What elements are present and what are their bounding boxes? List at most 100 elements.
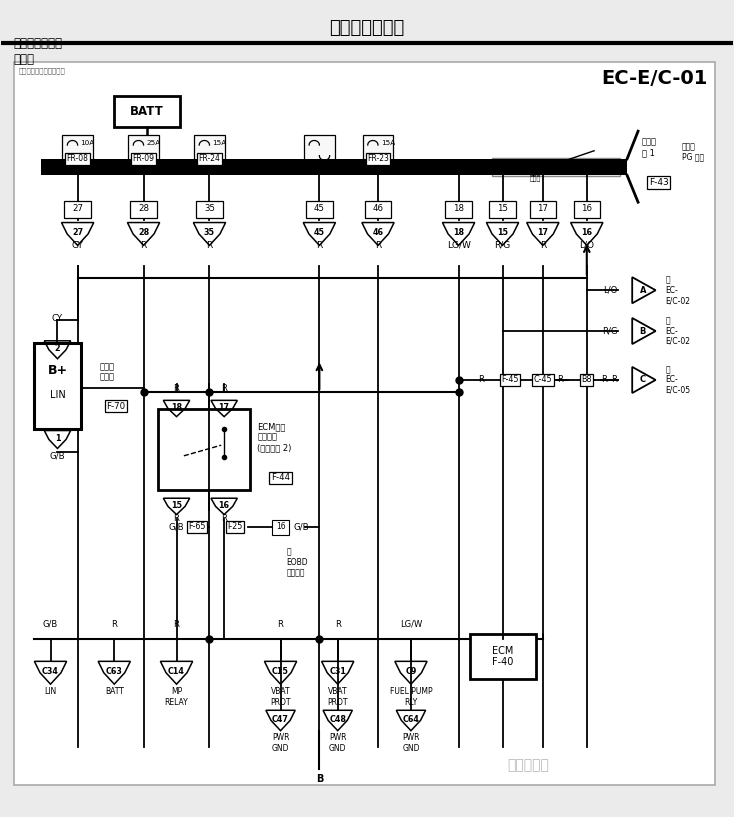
Text: ECM主电
源继电器
(继电器盒 2): ECM主电 源继电器 (继电器盒 2)	[257, 422, 291, 452]
Text: 18: 18	[453, 228, 464, 237]
Text: 25A: 25A	[147, 140, 161, 145]
Text: A: A	[639, 286, 646, 295]
Text: R: R	[221, 514, 227, 523]
Bar	[34, 343, 81, 429]
Text: 15A: 15A	[381, 140, 395, 145]
Bar	[115, 96, 180, 127]
Text: B: B	[639, 327, 646, 336]
Text: 35: 35	[204, 204, 215, 213]
Text: G/B: G/B	[294, 522, 309, 531]
Text: PWR
GND: PWR GND	[272, 733, 289, 752]
Text: 18: 18	[453, 204, 464, 213]
Text: C-45: C-45	[534, 376, 552, 385]
Text: B+: B+	[48, 364, 68, 377]
Text: B8: B8	[581, 376, 592, 385]
Text: R: R	[140, 241, 147, 250]
Text: L/O: L/O	[603, 286, 617, 295]
Bar	[446, 201, 472, 217]
Text: C34: C34	[42, 667, 59, 676]
Text: MP
RELAY: MP RELAY	[164, 687, 189, 707]
Text: GY: GY	[72, 241, 84, 250]
Bar	[530, 201, 556, 217]
Text: C63: C63	[106, 667, 123, 676]
Bar	[131, 201, 157, 217]
Text: R: R	[601, 376, 608, 385]
Text: 15: 15	[497, 228, 508, 237]
Text: G/B: G/B	[50, 452, 65, 461]
Text: I-25: I-25	[228, 522, 243, 531]
Text: G/B: G/B	[168, 522, 184, 531]
Text: 请参阅
PG 章节: 请参阅 PG 章节	[682, 142, 704, 161]
Bar	[196, 201, 222, 217]
Text: C15: C15	[272, 667, 289, 676]
Text: VBAT
PROT: VBAT PROT	[327, 687, 348, 707]
Text: 17: 17	[537, 228, 548, 237]
Text: 45: 45	[314, 228, 325, 237]
Text: R: R	[173, 384, 180, 393]
Bar	[194, 136, 225, 167]
Text: 放电控
制电器: 放电控 制电器	[530, 170, 541, 182]
Text: PWR
GND: PWR GND	[402, 733, 420, 752]
Text: R: R	[375, 241, 381, 250]
Text: ECM
F-40: ECM F-40	[492, 645, 513, 667]
Text: 至
EC-
E/C-02: 至 EC- E/C-02	[665, 316, 690, 346]
Bar	[65, 201, 91, 217]
Text: FR-09: FR-09	[133, 154, 155, 163]
Text: 至
EC-
E/C-05: 至 EC- E/C-05	[665, 365, 690, 395]
Bar	[470, 635, 536, 679]
Text: R: R	[479, 376, 484, 385]
Text: 10A: 10A	[81, 140, 95, 145]
Text: C9: C9	[405, 667, 417, 676]
Text: 继电器
盒 1: 继电器 盒 1	[642, 138, 657, 157]
Text: 27: 27	[72, 228, 83, 237]
Bar	[14, 62, 715, 785]
Text: 16: 16	[581, 204, 592, 213]
Text: F-44: F-44	[271, 473, 290, 482]
Text: VBAT
PROT: VBAT PROT	[270, 687, 291, 707]
Text: 发动机控制系统: 发动机控制系统	[330, 19, 404, 37]
Bar	[573, 201, 600, 217]
Text: R/G: R/G	[602, 327, 617, 336]
Text: CY: CY	[52, 314, 63, 323]
Text: FR-24: FR-24	[199, 154, 220, 163]
Text: 涡轮增压发动机控制系统: 涡轮增压发动机控制系统	[19, 68, 66, 74]
Text: F-65: F-65	[189, 522, 206, 531]
Text: 配线图: 配线图	[14, 53, 35, 66]
Text: C: C	[640, 376, 646, 385]
Text: 16: 16	[581, 228, 592, 237]
Bar	[365, 201, 391, 217]
Text: 28: 28	[138, 228, 149, 237]
Bar	[306, 201, 333, 217]
Text: G/B: G/B	[43, 620, 58, 629]
Text: 15: 15	[497, 204, 508, 213]
Bar	[492, 158, 619, 176]
Bar	[272, 520, 289, 535]
Text: 17: 17	[537, 204, 548, 213]
Text: F-45: F-45	[501, 376, 519, 385]
Text: LIN: LIN	[44, 687, 57, 696]
Text: R: R	[221, 384, 227, 393]
Text: R: R	[558, 376, 564, 385]
Text: R: R	[173, 620, 179, 629]
Text: 至
EC-
E/C-02: 至 EC- E/C-02	[665, 275, 690, 305]
Text: FR-23: FR-23	[367, 154, 389, 163]
Text: B: B	[316, 774, 323, 784]
Text: 1: 1	[55, 434, 60, 443]
Text: 16: 16	[219, 501, 230, 510]
Text: 35: 35	[204, 228, 215, 237]
Text: R: R	[277, 620, 283, 629]
Text: R: R	[611, 376, 617, 385]
Text: R: R	[539, 241, 546, 250]
Text: 17: 17	[219, 403, 230, 413]
Text: FR-08: FR-08	[67, 154, 89, 163]
Text: LG/W: LG/W	[446, 241, 470, 250]
Bar	[159, 408, 250, 490]
Text: 18: 18	[171, 403, 182, 413]
Text: F-43: F-43	[649, 178, 669, 187]
Text: 28: 28	[138, 204, 149, 213]
Text: BATT: BATT	[105, 687, 124, 696]
Text: EC-E/C-01: EC-E/C-01	[601, 69, 708, 88]
Text: 16: 16	[276, 522, 286, 531]
Text: C47: C47	[272, 715, 289, 724]
Text: 2: 2	[54, 345, 60, 354]
